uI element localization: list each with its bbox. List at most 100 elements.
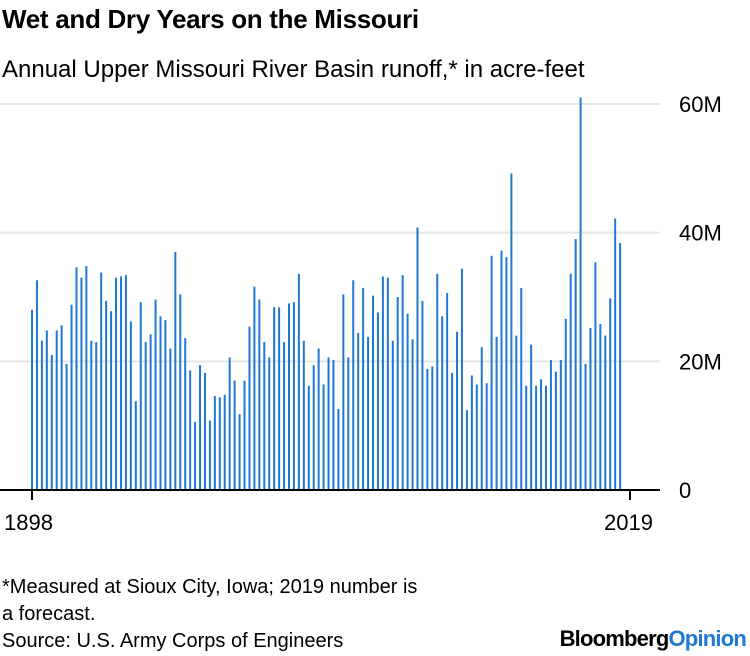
bar-1939: [233, 380, 236, 490]
bar-1955: [312, 365, 315, 490]
bar-1966: [367, 336, 370, 490]
bar-1953: [302, 340, 305, 490]
bar-1970: [386, 277, 389, 490]
bar-1918: [129, 321, 132, 490]
bar-1990: [485, 383, 488, 490]
bar-1952: [297, 273, 300, 490]
bar-1997: [520, 287, 523, 490]
bar-1945: [263, 342, 266, 490]
bar-1972: [396, 297, 399, 490]
bar-1905: [65, 363, 68, 490]
bar-1980: [436, 273, 439, 490]
chart-title: Wet and Dry Years on the Missouri: [2, 4, 419, 34]
bar-1987: [470, 375, 473, 490]
bar-1965: [362, 287, 365, 490]
tick-labels: 0 20M 40M 60M 1898 2019: [4, 92, 722, 535]
bar-1900: [40, 340, 43, 490]
bar-1920: [139, 302, 142, 490]
bar-1938: [228, 357, 231, 490]
bar-2006: [564, 318, 567, 490]
bar-2002: [544, 385, 547, 490]
axes: [0, 489, 660, 500]
bar-2009: [579, 97, 582, 491]
bar-2016: [614, 218, 617, 490]
bar-2000: [535, 385, 538, 490]
chart-subtitle: Annual Upper Missouri River Basin runoff…: [2, 56, 585, 83]
bar-1899: [35, 280, 38, 490]
bar-2010: [584, 363, 587, 490]
x-tick-label-start: 1898: [4, 510, 53, 535]
bar-1989: [480, 347, 483, 490]
y-tick-label-40: 40M: [679, 221, 722, 246]
bar-1999: [530, 344, 533, 490]
bar-1930: [189, 370, 192, 490]
bar-1991: [490, 255, 493, 490]
bar-1983: [451, 372, 454, 490]
bar-1937: [223, 394, 226, 490]
bar-2014: [604, 335, 607, 490]
bar-1986: [465, 410, 468, 490]
bar-1996: [515, 335, 518, 490]
bar-1973: [401, 275, 404, 490]
bar-1963: [352, 280, 355, 490]
bar-1923: [154, 299, 157, 490]
bar-2005: [559, 360, 562, 490]
footnote-line-2: a forecast.: [2, 603, 96, 625]
bar-1940: [238, 414, 241, 490]
bar-1932: [199, 365, 202, 490]
bar-1988: [475, 384, 478, 490]
bar-1969: [381, 276, 384, 490]
bar-1944: [258, 299, 261, 490]
bar-2012: [594, 262, 597, 490]
bar-1933: [203, 372, 206, 490]
bar-1925: [164, 320, 167, 490]
x-tick-label-end: 2019: [604, 510, 653, 535]
logo-opinion: Opinion: [668, 626, 747, 651]
bar-1901: [45, 330, 48, 490]
bar-1906: [70, 304, 73, 490]
grid-lines: [0, 103, 660, 363]
bar-1924: [159, 316, 162, 490]
bar-1959: [332, 360, 335, 490]
bar-1978: [426, 369, 429, 490]
bar-1911: [95, 342, 98, 490]
bar-1981: [441, 316, 444, 490]
bar-1898: [31, 309, 33, 490]
bar-1962: [347, 357, 350, 490]
bar-1974: [406, 313, 409, 490]
bar-1977: [421, 300, 424, 490]
bar-1993: [500, 250, 503, 490]
bar-1904: [60, 325, 63, 490]
bar-1936: [218, 397, 221, 490]
bar-1934: [208, 420, 211, 490]
bars: [31, 97, 622, 491]
bar-1927: [174, 251, 177, 490]
bar-1910: [90, 340, 93, 490]
bar-1956: [317, 348, 320, 490]
bar-1950: [287, 303, 290, 490]
bar-1935: [213, 396, 216, 490]
bar-1958: [327, 357, 330, 490]
bar-1992: [495, 336, 498, 490]
bar-1976: [416, 227, 419, 490]
bar-1922: [149, 334, 152, 490]
bar-1921: [144, 342, 147, 490]
bar-1995: [510, 173, 513, 491]
bar-1949: [283, 342, 286, 490]
bar-1931: [194, 421, 197, 490]
bar-1902: [50, 354, 53, 490]
bar-1975: [411, 339, 414, 490]
bar-1915: [115, 277, 118, 490]
bar-2013: [599, 324, 602, 490]
bar-1914: [110, 311, 113, 490]
logo-bloomberg: Bloomberg: [559, 626, 670, 651]
bar-1984: [456, 331, 459, 490]
bar-1964: [357, 333, 360, 490]
y-tick-label-60: 60M: [679, 92, 722, 117]
bar-1929: [184, 338, 187, 490]
bloomberg-opinion-logo: BloombergOpinion: [559, 626, 747, 652]
bar-2004: [554, 371, 557, 490]
bar-1957: [322, 384, 325, 490]
bar-1998: [525, 385, 528, 490]
bar-1979: [431, 366, 434, 490]
